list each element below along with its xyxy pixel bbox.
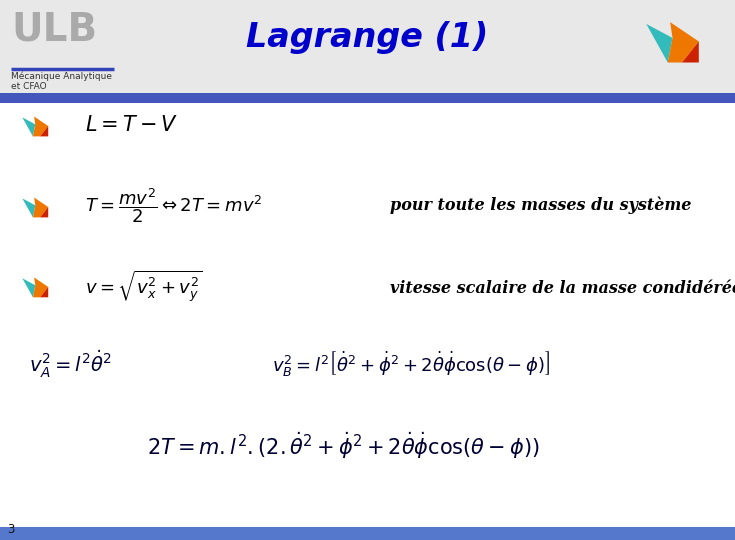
Text: $2T = m.l^2.(2.\dot{\theta}^2 + \dot{\phi}^2 + 2\dot{\theta}\dot{\phi}\cos(\thet: $2T = m.l^2.(2.\dot{\theta}^2 + \dot{\ph…	[147, 430, 539, 461]
Polygon shape	[646, 24, 673, 63]
Text: Lagrange (1): Lagrange (1)	[246, 21, 489, 55]
Polygon shape	[22, 278, 35, 298]
Text: ULB: ULB	[11, 11, 97, 49]
Polygon shape	[33, 198, 49, 218]
Polygon shape	[40, 126, 49, 137]
Polygon shape	[22, 198, 35, 218]
Text: $T = \dfrac{mv^2}{2} \Leftrightarrow 2T = mv^2$: $T = \dfrac{mv^2}{2} \Leftrightarrow 2T …	[85, 186, 262, 225]
Text: $L = T - V$: $L = T - V$	[85, 115, 178, 136]
Polygon shape	[33, 278, 49, 298]
Polygon shape	[40, 207, 49, 218]
Text: $v = \sqrt{v_x^2 + v_y^2}$: $v = \sqrt{v_x^2 + v_y^2}$	[85, 268, 202, 304]
Text: Mécanique Analytique: Mécanique Analytique	[11, 72, 112, 82]
Polygon shape	[682, 42, 699, 63]
Text: $v_A^2 = l^2\dot{\theta}^2$: $v_A^2 = l^2\dot{\theta}^2$	[29, 349, 112, 380]
Text: $v_B^2 = l^2\left[\dot{\theta}^2 + \dot{\phi}^2 + 2\dot{\theta}\dot{\phi}\cos(\t: $v_B^2 = l^2\left[\dot{\theta}^2 + \dot{…	[272, 350, 550, 379]
Polygon shape	[22, 117, 35, 137]
Text: et CFAO: et CFAO	[11, 82, 46, 91]
FancyBboxPatch shape	[0, 0, 735, 94]
Polygon shape	[667, 22, 699, 63]
Text: pour toute les masses du système: pour toute les masses du système	[390, 197, 691, 214]
Polygon shape	[33, 117, 49, 137]
Text: 3: 3	[7, 523, 15, 536]
Polygon shape	[40, 287, 49, 298]
FancyBboxPatch shape	[0, 526, 735, 540]
FancyBboxPatch shape	[0, 93, 735, 103]
Text: vitesse scalaire de la masse condidérée: vitesse scalaire de la masse condidérée	[390, 280, 735, 298]
